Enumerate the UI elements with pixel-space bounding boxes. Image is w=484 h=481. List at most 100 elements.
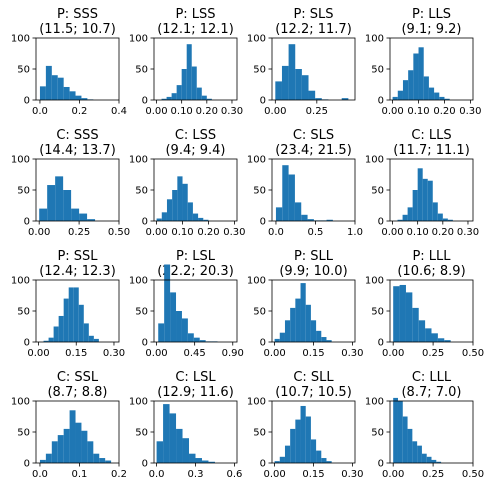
histogram-bar xyxy=(78,304,84,342)
x-tick-label: 0.30 xyxy=(103,348,125,359)
x-tick-label: 0.45 xyxy=(184,348,206,359)
histogram-bar xyxy=(399,284,406,342)
histogram-bar xyxy=(182,438,190,463)
histogram-bar xyxy=(158,323,165,342)
histogram-bar xyxy=(57,435,64,463)
histogram-bar xyxy=(195,458,202,463)
histogram-bar xyxy=(201,460,209,463)
histogram-bar xyxy=(279,332,285,342)
histogram-bar xyxy=(73,287,79,342)
x-tick-label: 0.30 xyxy=(341,469,363,480)
y-tick-label: 100 xyxy=(247,276,266,287)
histogram-bar xyxy=(428,87,435,100)
histogram-bar xyxy=(284,320,291,342)
histogram-bar xyxy=(437,338,445,342)
histogram-panel-6: C: LSS(9.4; 9.4) 0 50 100 0.00 0.10 0.20 0.30 xyxy=(129,128,246,238)
histogram-bar xyxy=(191,66,197,100)
x-tick-label: 0.00 xyxy=(28,227,50,238)
histogram-bar xyxy=(290,307,296,342)
histogram-bar xyxy=(295,69,302,100)
histogram-bar xyxy=(301,75,309,100)
histogram-bar xyxy=(274,338,280,342)
y-tick-label: 50 xyxy=(371,65,384,76)
histogram-panel-9: P: SSL(12.4; 12.3) 0 50 100 0.00 0.15 0.30 xyxy=(11,249,125,359)
histogram-bar xyxy=(288,174,295,221)
histogram-bar xyxy=(189,453,196,463)
histogram-bar xyxy=(397,219,403,221)
y-tick-label: 50 xyxy=(371,186,384,197)
x-tick-label: 0.30 xyxy=(459,106,481,117)
histogram-bar xyxy=(418,320,426,342)
y-tick-label: 50 xyxy=(253,307,266,318)
y-tick-label: 50 xyxy=(253,428,266,439)
histogram-bar xyxy=(326,219,333,221)
panel-title: P: SSL xyxy=(57,249,98,264)
panel-title: C: LSL xyxy=(175,370,216,385)
x-tick-label: 0.25 xyxy=(306,106,328,117)
histogram-panel-13: C: SSL(8.7; 8.8) 0 50 100 0.0 0.1 0.2 xyxy=(11,370,127,480)
histogram-bar xyxy=(442,218,448,221)
histogram-bar xyxy=(321,458,327,463)
y-tick-label: 0 xyxy=(378,217,384,228)
x-tick-label: 0.00 xyxy=(381,106,403,117)
histogram-panel-11: P: SLL(9.9; 10.0) 0 50 100 0.00 0.15 0.30 xyxy=(247,249,364,359)
y-tick-label: 0 xyxy=(24,459,30,470)
histogram-bar xyxy=(321,337,327,342)
histogram-bar xyxy=(93,453,100,463)
x-tick-label: 0.10 xyxy=(407,227,429,238)
panel-title: C: SSL xyxy=(57,370,99,385)
x-tick-label: 0.15 xyxy=(65,348,87,359)
histogram-bar xyxy=(47,185,56,221)
y-tick-label: 100 xyxy=(365,397,384,408)
y-tick-label: 50 xyxy=(135,186,148,197)
panel-subtitle: (9.1; 9.2) xyxy=(401,22,461,37)
x-tick-label: 0.0 xyxy=(149,469,165,480)
histogram-bar xyxy=(275,81,282,100)
histogram-bar xyxy=(68,287,74,342)
histogram-bar xyxy=(169,413,177,463)
y-tick-label: 100 xyxy=(11,276,30,287)
histogram-bar xyxy=(75,422,82,463)
histogram-bar xyxy=(307,219,314,221)
histogram-panel-8: C: LLS(11.7; 11.1) 0 50 100 0.00 0.10 0.20 0.30 xyxy=(365,128,479,238)
panel-subtitle: (12.4; 12.3) xyxy=(39,264,116,279)
histogram-bar xyxy=(405,292,413,342)
x-tick-label: 0.00 xyxy=(264,106,286,117)
histogram-bar xyxy=(284,445,291,463)
histogram-bar xyxy=(431,459,437,463)
panel-subtitle: (8.7; 7.0) xyxy=(401,385,461,400)
x-tick-label: 0.3 xyxy=(188,469,204,480)
histogram-bar xyxy=(39,208,48,221)
histogram-bar xyxy=(310,439,317,463)
histogram-bar xyxy=(308,90,316,100)
y-tick-label: 100 xyxy=(247,397,266,408)
y-tick-label: 50 xyxy=(371,307,384,318)
y-tick-label: 100 xyxy=(129,397,148,408)
histogram-bar xyxy=(79,213,88,221)
panel-title: C: LSS xyxy=(175,128,216,143)
histogram-bar xyxy=(63,86,70,100)
histogram-bar xyxy=(402,80,409,100)
panel-title: C: LLS xyxy=(411,128,451,143)
x-tick-label: 0.2 xyxy=(111,469,127,480)
histogram-bar xyxy=(301,214,308,221)
y-tick-label: 0 xyxy=(142,338,148,349)
histogram-bar xyxy=(181,69,187,100)
histogram-bar xyxy=(45,65,52,100)
histogram-bar xyxy=(326,461,332,463)
histogram-bar xyxy=(417,168,423,221)
histogram-bar xyxy=(83,323,89,342)
axes-frame xyxy=(153,158,238,222)
histogram-bar xyxy=(341,98,349,100)
histogram-bar xyxy=(69,410,76,463)
histogram-bar xyxy=(316,330,322,342)
x-tick-label: 0.50 xyxy=(108,227,130,238)
y-tick-label: 50 xyxy=(17,428,30,439)
x-tick-label: 0.30 xyxy=(221,106,243,117)
y-tick-label: 100 xyxy=(365,276,384,287)
histogram-bar xyxy=(177,176,183,221)
histogram-bar xyxy=(164,264,171,342)
x-tick-label: 0.30 xyxy=(223,227,245,238)
histogram-bar xyxy=(279,456,285,463)
x-tick-label: 0.00 xyxy=(381,227,403,238)
